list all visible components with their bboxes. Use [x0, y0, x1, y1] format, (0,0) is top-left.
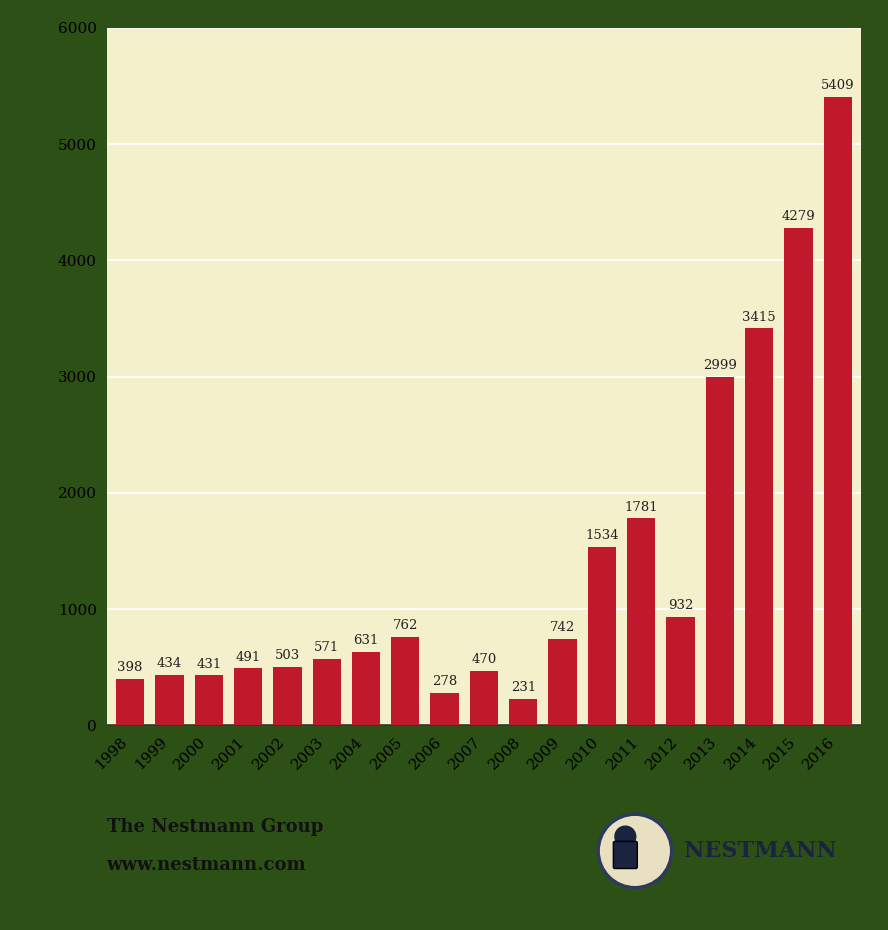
Text: 470: 470	[472, 653, 496, 666]
Bar	[431, 693, 459, 725]
Bar	[116, 679, 144, 725]
Text: 278: 278	[432, 675, 457, 688]
Text: 5409: 5409	[821, 79, 854, 92]
Text: 231: 231	[511, 681, 535, 694]
Text: 571: 571	[314, 642, 339, 655]
Text: The Nestmann Group: The Nestmann Group	[107, 818, 323, 836]
Text: 2999: 2999	[703, 359, 737, 372]
Text: NESTMANN: NESTMANN	[684, 840, 836, 862]
Text: 4279: 4279	[781, 210, 815, 223]
Bar	[392, 637, 419, 725]
Text: 3415: 3415	[742, 311, 776, 324]
Bar	[352, 652, 380, 725]
Text: 631: 631	[353, 634, 378, 647]
Bar	[745, 328, 773, 725]
Text: 1534: 1534	[585, 529, 619, 542]
Bar	[194, 675, 223, 725]
Text: 932: 932	[668, 600, 694, 613]
Text: 398: 398	[117, 661, 143, 674]
FancyBboxPatch shape	[614, 842, 638, 869]
Text: 434: 434	[157, 658, 182, 671]
Bar	[823, 97, 852, 725]
Bar	[155, 675, 184, 725]
Text: 742: 742	[550, 621, 575, 634]
Text: 1781: 1781	[624, 500, 658, 513]
Ellipse shape	[599, 814, 671, 888]
Bar	[784, 228, 813, 725]
Text: 431: 431	[196, 658, 221, 671]
Bar	[234, 669, 262, 725]
Bar	[627, 518, 655, 725]
Bar	[313, 659, 341, 725]
Bar	[666, 618, 694, 725]
Bar	[274, 667, 302, 725]
Bar	[706, 377, 734, 725]
Bar	[549, 639, 576, 725]
Bar	[509, 698, 537, 725]
Circle shape	[614, 826, 636, 847]
Text: 762: 762	[392, 619, 418, 632]
Text: www.nestmann.com: www.nestmann.com	[107, 856, 306, 873]
Bar	[470, 671, 498, 725]
Text: 491: 491	[235, 651, 261, 664]
Bar	[588, 547, 616, 725]
Text: 503: 503	[274, 649, 300, 662]
